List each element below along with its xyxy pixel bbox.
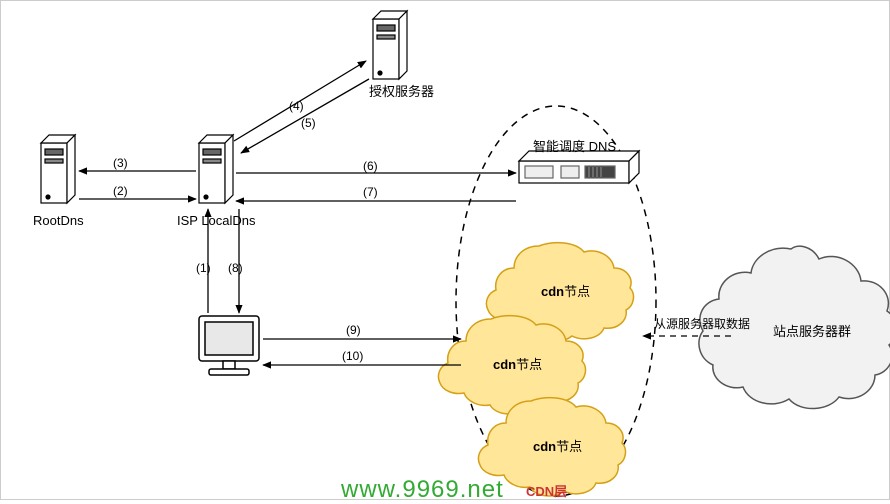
diagram-canvas: [1, 1, 890, 501]
isp-localdns-server-icon: [199, 135, 233, 203]
step-4-label: (4): [289, 99, 304, 113]
cdn-layer-label: CDN层: [526, 481, 567, 500]
step-6-label: (6): [363, 159, 378, 173]
isp-localdns-label: ISP LocalDns: [177, 213, 256, 228]
auth-server-label: 授权服务器: [369, 81, 434, 100]
origin-edge-label: 从源服务器取数据: [654, 315, 750, 332]
smart-dns-appliance-icon: [519, 151, 639, 183]
step-8-label: (8): [228, 261, 243, 275]
root-dns-server-icon: [41, 135, 75, 203]
step-9-label: (9): [346, 323, 361, 337]
step-5-label: (5): [301, 116, 316, 130]
origin-cluster-label: 站点服务器群: [773, 321, 851, 340]
smart-dns-label: 智能调度 DNS: [533, 136, 616, 155]
step-7-label: (7): [363, 185, 378, 199]
step-3-label: (3): [113, 156, 128, 170]
step-1-label: (1): [196, 261, 211, 275]
step-10-label: (10): [342, 349, 363, 363]
cdn-node-2-label: cdn节点: [493, 354, 542, 373]
cdn-node-3-label: cdn节点: [533, 436, 582, 455]
client-computer-icon: [199, 316, 259, 375]
auth-server-icon: [373, 11, 407, 79]
root-dns-label: RootDns: [33, 213, 84, 228]
step-2-label: (2): [113, 184, 128, 198]
cdn-node-1-label: cdn节点: [541, 281, 590, 300]
